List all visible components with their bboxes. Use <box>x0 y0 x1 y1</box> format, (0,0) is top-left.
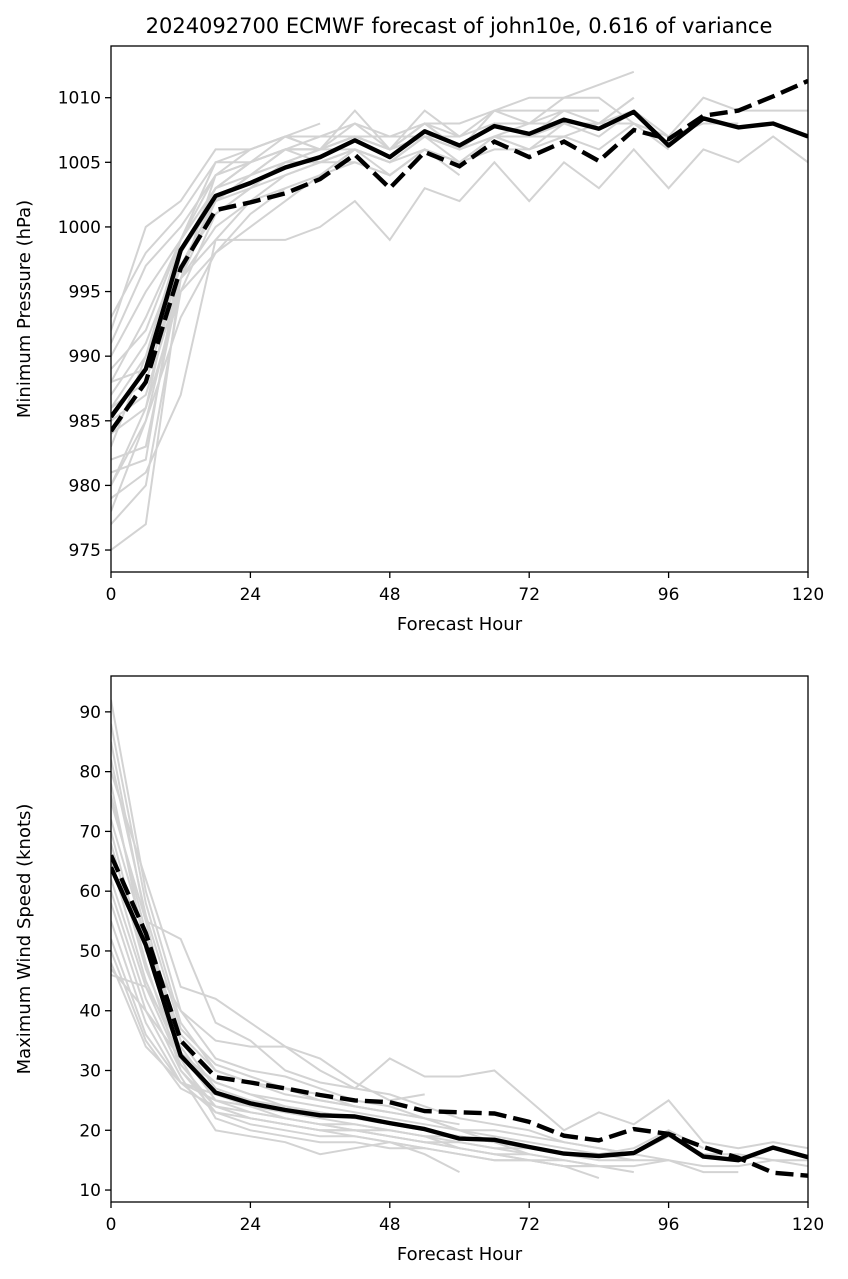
pressure-y-tick-label: 990 <box>69 347 101 367</box>
pressure-axes-frame <box>110 45 809 573</box>
wind-deterministic-line <box>111 854 808 1178</box>
wind-y-tick-label: 30 <box>79 1062 101 1082</box>
pressure-y-tick-label: 975 <box>69 541 101 561</box>
wind-panel: 0 24 48 72 96 120 10 20 30 40 50 60 70 80 90 Forecast H… <box>14 675 824 1265</box>
wind-x-tick-label: 96 <box>658 1215 680 1235</box>
wind-y-tick-label: 20 <box>79 1121 101 1141</box>
pressure-y-tick-label: 980 <box>69 476 101 496</box>
pressure-ensemble-mean-line <box>111 109 808 419</box>
wind-x-tick-label: 72 <box>518 1215 540 1235</box>
pressure-panel: 0 24 48 72 96 120 975 980 985 990 995 1000 1005 1010 F… <box>14 45 824 635</box>
wind-y-tick-label: 60 <box>79 882 101 902</box>
pressure-plot-area <box>111 70 808 551</box>
pressure-ensemble-member-line-21 <box>111 122 530 383</box>
pressure-y-tick-label: 1005 <box>58 153 101 173</box>
pressure-deterministic-line <box>111 78 808 433</box>
wind-ensemble-member-line-13 <box>111 902 425 1156</box>
pressure-y-axis-label: Minimum Pressure (hPa) <box>14 200 35 418</box>
wind-y-tick-label: 50 <box>79 942 101 962</box>
pressure-x-tick-label: 72 <box>518 585 540 605</box>
pressure-x-tick-label: 48 <box>379 585 401 605</box>
wind-ensemble-member-line-3 <box>111 741 808 1150</box>
wind-ensemble-member-line-19 <box>111 973 565 1162</box>
wind-y-tick-label: 90 <box>79 703 101 723</box>
wind-y-tick-label: 80 <box>79 763 101 783</box>
pressure-y-tick-label: 1000 <box>58 218 101 238</box>
wind-axes-frame <box>110 675 809 1203</box>
pressure-x-axis-label: Forecast Hour <box>397 614 523 635</box>
pressure-ensemble-member-line-15 <box>111 161 251 344</box>
wind-plot-area <box>111 699 808 1180</box>
wind-y-tick-label: 40 <box>79 1002 101 1022</box>
pressure-ensemble-member-line-19 <box>111 96 635 409</box>
pressure-x-tick-label: 96 <box>658 585 680 605</box>
wind-x-tick-label: 120 <box>792 1215 824 1235</box>
pressure-ensemble-member-line-8 <box>111 187 286 512</box>
pressure-y-tick-label: 995 <box>69 283 101 303</box>
pressure-y-tick-label: 1010 <box>58 89 101 109</box>
wind-y-tick-label: 10 <box>79 1181 101 1201</box>
wind-y-axis-label: Maximum Wind Speed (knots) <box>14 804 35 1075</box>
wind-x-tick-label: 24 <box>240 1215 262 1235</box>
wind-ensemble-member-line-17 <box>111 962 321 1120</box>
wind-x-tick-label: 48 <box>379 1215 401 1235</box>
pressure-x-tick-label: 0 <box>106 585 117 605</box>
chart-title: 2024092700 ECMWF forecast of john10e, 0.… <box>146 14 773 38</box>
pressure-x-tick-label: 120 <box>792 585 824 605</box>
pressure-x-tick-label: 24 <box>240 585 262 605</box>
pressure-ensemble-member-line-18 <box>111 148 461 525</box>
wind-x-tick-label: 0 <box>106 1215 117 1235</box>
pressure-ensemble-member-line-17 <box>111 109 599 318</box>
wind-ensemble-mean-line <box>111 866 808 1163</box>
wind-y-tick-label: 70 <box>79 822 101 842</box>
pressure-y-tick-label: 985 <box>69 412 101 432</box>
wind-ensemble-member-line-20 <box>111 759 460 1126</box>
wind-x-axis-label: Forecast Hour <box>397 1244 523 1265</box>
